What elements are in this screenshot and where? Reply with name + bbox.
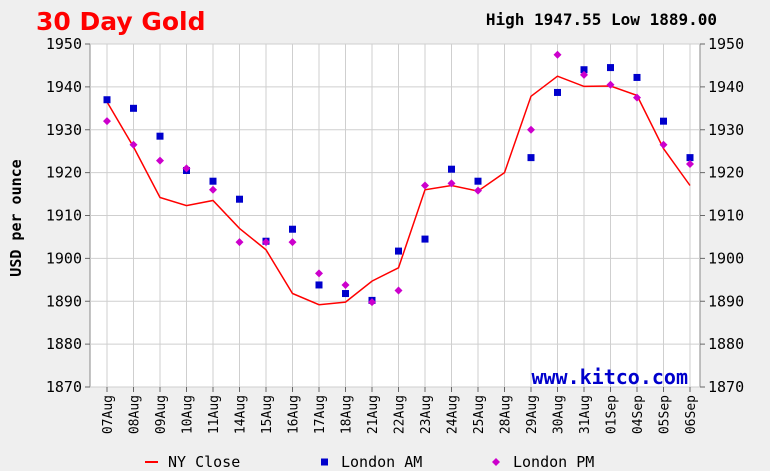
x-tick-label: 05Sep xyxy=(658,395,673,434)
x-tick-label: 21Aug xyxy=(366,395,381,434)
data-point-london-am xyxy=(633,73,641,81)
legend-label-ny-close: NY Close xyxy=(168,453,240,471)
x-tick-label: 28Aug xyxy=(499,395,514,434)
x-tick-label: 18Aug xyxy=(340,395,355,434)
series-layer xyxy=(103,50,694,307)
y-tick-label-right: 1930 xyxy=(708,121,744,139)
data-point-london-am xyxy=(421,235,429,243)
data-point-london-pm xyxy=(103,117,111,126)
x-tick-label: 11Aug xyxy=(207,395,222,434)
data-point-london-pm xyxy=(421,181,429,190)
y-axis-label: USD per ounce xyxy=(7,159,25,276)
legend-swatch-london-am xyxy=(321,458,328,466)
data-point-london-pm xyxy=(447,179,456,188)
x-tick-label: 14Aug xyxy=(234,395,249,434)
data-point-london-am xyxy=(607,64,614,72)
x-tick-label: 24Aug xyxy=(446,395,461,434)
y-tick-label-right: 1900 xyxy=(708,249,744,267)
data-point-london-am xyxy=(289,225,296,233)
x-tick-label: 25Aug xyxy=(472,395,487,434)
data-point-london-am xyxy=(660,117,667,125)
x-tick-label: 08Aug xyxy=(128,395,143,434)
chart-title: 30 Day Gold xyxy=(36,7,206,36)
y-tick-label-left: 1920 xyxy=(46,164,82,182)
legend-label-london-pm: London PM xyxy=(513,453,594,471)
x-tick-label: 16Aug xyxy=(287,395,302,434)
y-tick-label-left: 1940 xyxy=(46,78,82,96)
x-tick-label: 15Aug xyxy=(260,395,275,434)
legend: NY Close London AM London PM xyxy=(145,453,594,471)
data-point-london-am xyxy=(130,104,137,112)
data-point-london-pm xyxy=(686,160,694,169)
x-tick-label: 29Aug xyxy=(525,395,540,434)
data-point-london-pm xyxy=(394,286,403,295)
legend-label-london-am: London AM xyxy=(341,453,422,471)
axes: 07Aug 08Aug 09Aug 10Aug 11Aug 14Aug 15Aug 16Aug… xyxy=(46,35,744,434)
legend-swatch-london-pm xyxy=(492,458,500,466)
x-tick-label: 22Aug xyxy=(393,395,408,434)
data-point-london-pm xyxy=(606,80,615,89)
data-point-london-pm xyxy=(553,50,562,59)
y-tick-label-right: 1890 xyxy=(708,292,744,310)
y-tick-label-left: 1950 xyxy=(46,35,82,53)
x-tick-label: 30Aug xyxy=(552,395,567,434)
data-point-london-am xyxy=(580,66,588,74)
data-point-london-pm xyxy=(315,269,323,278)
series-line-ny-close xyxy=(106,75,691,306)
data-point-london-pm xyxy=(633,93,641,102)
data-point-london-pm xyxy=(341,280,350,289)
data-point-london-pm xyxy=(659,140,668,149)
y-tick-label-left: 1880 xyxy=(46,335,82,353)
series-london-pm xyxy=(103,50,694,307)
x-tick-label: 06Sep xyxy=(684,395,699,434)
data-point-london-pm xyxy=(129,140,138,149)
y-tick-label-right: 1940 xyxy=(708,78,744,96)
y-tick-label-right: 1870 xyxy=(708,378,744,396)
high-low-stats: High 1947.55 Low 1889.00 xyxy=(486,10,717,29)
data-point-london-pm xyxy=(288,238,297,247)
y-tick-label-left: 1910 xyxy=(46,207,82,225)
series-ny-close xyxy=(106,75,691,306)
data-point-london-am xyxy=(209,177,217,185)
x-tick-label: 01Sep xyxy=(605,395,620,434)
y-tick-label-right: 1920 xyxy=(708,164,744,182)
kitco-watermark: www.kitco.com xyxy=(531,365,688,389)
y-tick-label-left: 1930 xyxy=(46,121,82,139)
x-tick-label: 10Aug xyxy=(181,395,196,434)
data-point-london-am xyxy=(554,88,561,96)
data-point-london-pm xyxy=(368,298,376,307)
y-tick-label-left: 1900 xyxy=(46,249,82,267)
y-tick-label-right: 1910 xyxy=(708,207,744,225)
y-tick-label-right: 1880 xyxy=(708,335,744,353)
y-tick-label-left: 1890 xyxy=(46,292,82,310)
data-point-london-am xyxy=(236,195,243,203)
data-point-london-am xyxy=(448,165,455,173)
x-tick-label: 09Aug xyxy=(154,395,169,434)
y-tick-label-left: 1870 xyxy=(46,378,82,396)
x-tick-label: 17Aug xyxy=(313,395,328,434)
data-point-london-am xyxy=(156,132,164,140)
data-point-london-am xyxy=(395,247,402,255)
x-tick-label: 04Sep xyxy=(631,395,646,434)
x-tick-label: 23Aug xyxy=(419,395,434,434)
data-point-london-am xyxy=(527,154,535,162)
x-tick-label: 07Aug xyxy=(101,395,116,434)
data-point-london-pm xyxy=(262,238,270,247)
data-point-london-am xyxy=(342,290,349,298)
data-point-london-pm xyxy=(156,156,164,165)
data-point-london-am xyxy=(103,96,111,104)
data-point-london-am xyxy=(686,154,694,162)
data-point-london-pm xyxy=(235,238,244,247)
data-point-london-pm xyxy=(209,185,217,194)
data-point-london-am xyxy=(315,281,323,289)
data-point-london-pm xyxy=(474,186,482,195)
data-point-london-pm xyxy=(580,70,588,79)
data-point-london-am xyxy=(474,177,482,185)
y-tick-label-right: 1950 xyxy=(708,35,744,53)
data-point-london-pm xyxy=(182,164,191,173)
x-tick-label: 31Aug xyxy=(578,395,593,434)
data-point-london-pm xyxy=(527,125,535,134)
